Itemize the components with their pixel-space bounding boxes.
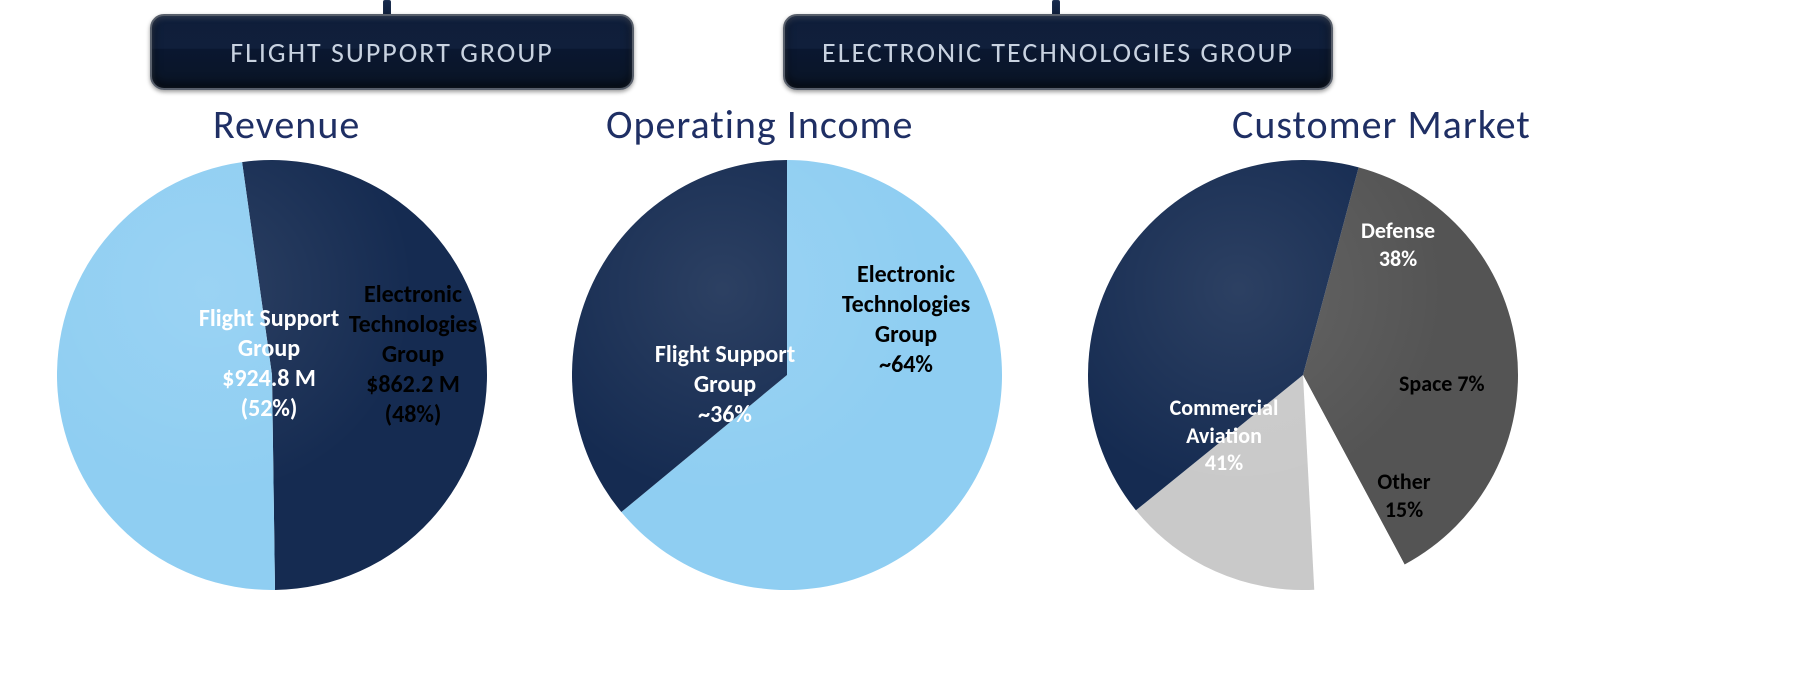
pie-sheen [57,160,487,590]
pie-svg-revenue [57,160,487,590]
pie-svg-market [1088,160,1518,590]
pie-svg-operating [572,160,1002,590]
header-box: FLIGHT SUPPORT GROUP [150,14,634,90]
section-title-revenue: Revenue [213,100,360,149]
pie-sheen [572,160,1002,590]
header-box: ELECTRONIC TECHNOLOGIES GROUP [783,14,1333,90]
section-title-operating: Operating Income [606,100,913,149]
pie-revenue: Flight Support Group $924.8 M (52%)Elect… [57,160,487,590]
pie-operating: Electronic Technologies Group ~64%Flight… [572,160,1002,590]
section-title-market: Customer Market [1232,100,1531,149]
pie-sheen [1088,160,1518,590]
pie-market: Defense 38%Space 7%Other 15%Commercial A… [1088,160,1518,590]
